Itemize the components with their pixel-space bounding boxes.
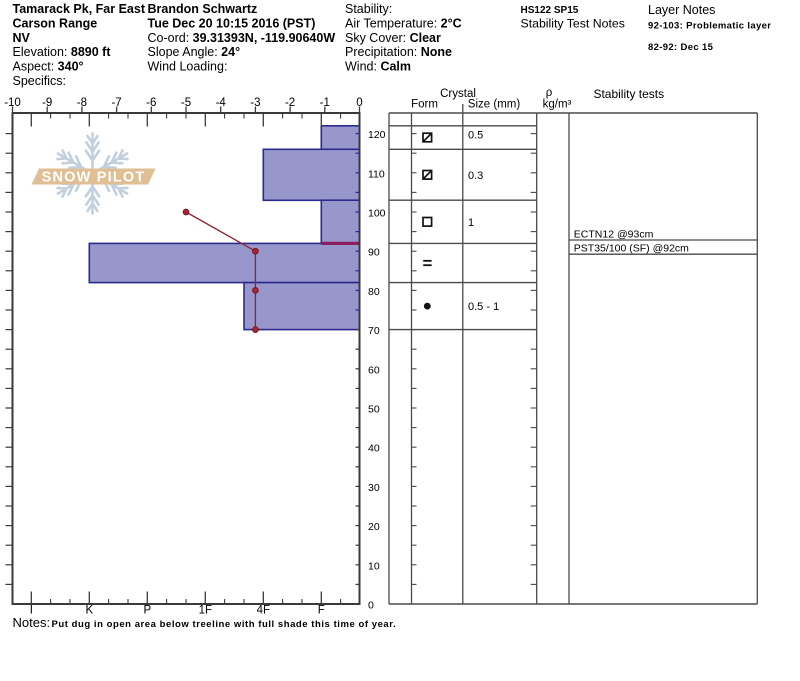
svg-text:K: K: [85, 605, 93, 617]
svg-text:SNOW PILOT: SNOW PILOT: [42, 170, 146, 186]
svg-text:1F: 1F: [199, 605, 212, 617]
svg-text:ρ: ρ: [546, 87, 553, 99]
svg-text:NV: NV: [13, 31, 31, 45]
svg-text:Elevation: 8890 ft: Elevation: 8890 ft: [13, 45, 112, 59]
svg-text:Put dug in open area below tre: Put dug in open area below treeline with…: [52, 619, 397, 630]
svg-text:HS122 SP15: HS122 SP15: [521, 5, 579, 16]
svg-text:0: 0: [356, 97, 362, 109]
svg-text:Carson Range: Carson Range: [13, 16, 98, 30]
svg-text:Notes:: Notes:: [13, 615, 51, 630]
svg-text:90: 90: [368, 247, 380, 259]
svg-text:Wind Loading:: Wind Loading:: [148, 60, 228, 74]
svg-text:30: 30: [368, 482, 380, 494]
svg-text:110: 110: [368, 168, 385, 180]
svg-text:Crystal: Crystal: [440, 88, 476, 100]
svg-text:Slope Angle: 24°: Slope Angle: 24°: [148, 45, 241, 59]
svg-text:-4: -4: [216, 97, 227, 109]
svg-text:-10: -10: [4, 97, 21, 109]
svg-text:Precipitation: None: Precipitation: None: [345, 45, 452, 59]
svg-text:Form: Form: [411, 99, 438, 111]
svg-text:-3: -3: [250, 97, 260, 109]
svg-text:kg/m³: kg/m³: [543, 99, 572, 111]
svg-text:10: 10: [368, 560, 380, 572]
svg-text:0.3: 0.3: [468, 170, 483, 182]
svg-text:Stability Test Notes: Stability Test Notes: [521, 17, 625, 31]
svg-text:Stability tests: Stability tests: [593, 87, 664, 101]
svg-text:-5: -5: [181, 97, 191, 109]
svg-text:50: 50: [368, 404, 380, 416]
svg-text:0.5 - 1: 0.5 - 1: [468, 301, 499, 313]
svg-text:0.5: 0.5: [468, 130, 483, 142]
svg-text:4F: 4F: [257, 605, 270, 617]
svg-text:60: 60: [368, 364, 380, 376]
svg-text:-7: -7: [111, 97, 121, 109]
svg-text:Tue Dec 20 10:15 2016 (PST): Tue Dec 20 10:15 2016 (PST): [148, 16, 316, 30]
svg-text:Size (mm): Size (mm): [468, 99, 521, 111]
svg-text:1: 1: [468, 217, 474, 229]
svg-text:P: P: [143, 605, 151, 617]
svg-text:-9: -9: [42, 97, 52, 109]
svg-text:100: 100: [368, 208, 386, 220]
svg-text:82-92: Dec 15: 82-92: Dec 15: [648, 42, 714, 53]
svg-text:20: 20: [368, 521, 380, 533]
svg-text:0: 0: [368, 600, 374, 612]
svg-text:-8: -8: [77, 97, 87, 109]
svg-text:Co-ord: 39.31393N, -119.90640W: Co-ord: 39.31393N, -119.90640W: [148, 31, 336, 45]
svg-text:Aspect: 340°: Aspect: 340°: [13, 60, 84, 74]
svg-text:92-103: Problematic layer: 92-103: Problematic layer: [648, 21, 771, 32]
svg-text:F: F: [318, 605, 325, 617]
svg-text:Specifics:: Specifics:: [13, 74, 67, 88]
svg-text:Brandon Schwartz: Brandon Schwartz: [148, 2, 258, 16]
svg-text:-1: -1: [320, 97, 330, 109]
svg-text:Sky Cover: Clear: Sky Cover: Clear: [345, 31, 441, 45]
svg-text:Wind: Calm: Wind: Calm: [345, 60, 411, 74]
svg-text:80: 80: [368, 286, 380, 298]
svg-text:-6: -6: [146, 97, 156, 109]
svg-text:Tamarack Pk, Far East: Tamarack Pk, Far East: [13, 2, 146, 16]
svg-text:120: 120: [368, 129, 386, 141]
svg-text:PST35/100 (SF) @92cm: PST35/100 (SF) @92cm: [574, 243, 689, 255]
svg-text:Stability:: Stability:: [345, 2, 392, 16]
svg-text:-2: -2: [285, 97, 295, 109]
svg-text:I: I: [30, 605, 33, 617]
svg-text:40: 40: [368, 443, 380, 455]
svg-text:70: 70: [368, 325, 380, 337]
svg-text:ECTN12 @93cm: ECTN12 @93cm: [574, 228, 654, 240]
svg-text:Layer Notes: Layer Notes: [648, 3, 715, 17]
svg-text:Air Temperature: 2°C: Air Temperature: 2°C: [345, 16, 462, 30]
